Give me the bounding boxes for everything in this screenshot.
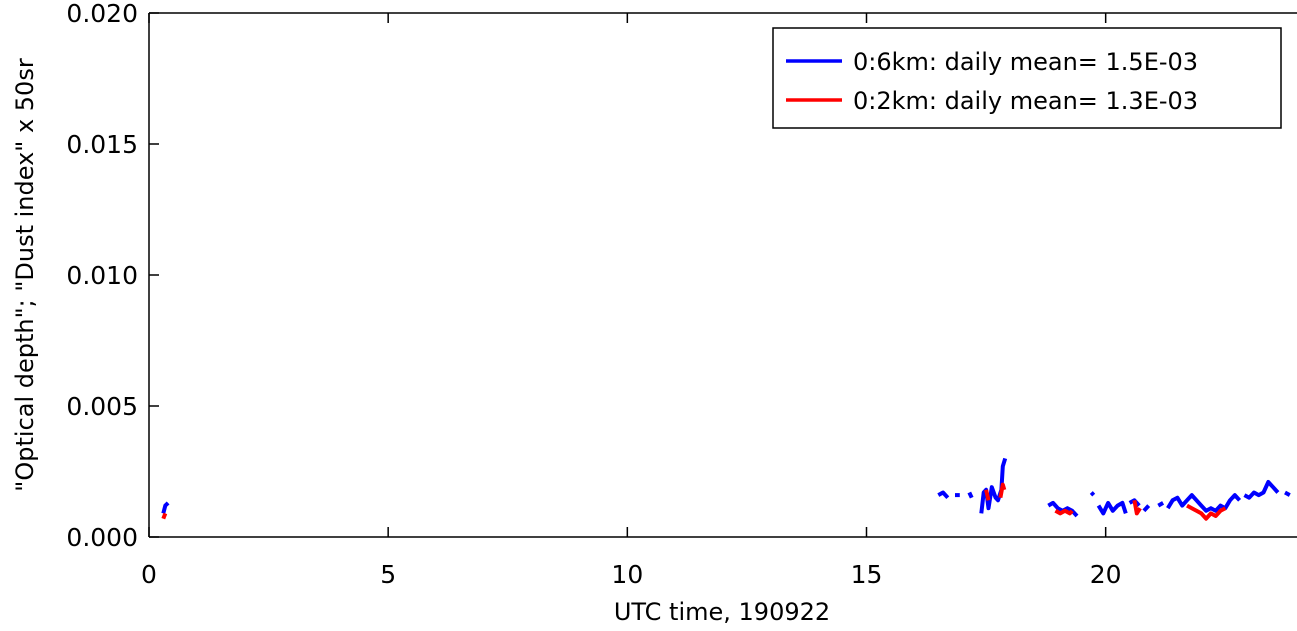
series-line-segment: [967, 491, 974, 499]
y-tick-label: 0.005: [66, 392, 138, 421]
y-tick-label: 0.020: [66, 0, 138, 28]
x-axis-label: UTC time, 190922: [614, 598, 830, 626]
series-line-segment: [1054, 508, 1074, 516]
series-line-segment: [1157, 501, 1165, 508]
series-line-segment: [161, 501, 170, 514]
series-line-segment: [1096, 500, 1128, 516]
x-tick-label: 5: [380, 560, 396, 589]
legend-box: [772, 27, 1282, 129]
x-tick-label: 10: [611, 560, 643, 589]
series-line-segment: [937, 490, 950, 500]
y-ticks: 0.000 0.005 0.010 0.015 0.020: [66, 0, 159, 552]
series-line-segment: [1132, 499, 1142, 516]
plot-series: [161, 457, 1291, 521]
series-0-6km: [161, 457, 1291, 518]
y-tick-label: 0.000: [66, 523, 138, 552]
y-tick-label: 0.010: [66, 261, 138, 290]
y-tick-label: 0.015: [66, 130, 138, 159]
legend-label-0-6km: 0:6km: daily mean= 1.5E-03: [853, 48, 1198, 76]
legend-label-0-2km: 0:2km: daily mean= 1.3E-03: [853, 87, 1198, 115]
series-line-segment: [1186, 503, 1227, 521]
series-line-segment: [984, 489, 991, 501]
x-ticks: 0 5 10 15 20: [141, 13, 1122, 589]
series-0-2km: [161, 482, 1227, 521]
x-tick-label: 0: [141, 560, 157, 589]
series-line-segment: [998, 482, 1007, 499]
legend: 0:6km: daily mean= 1.5E-03 0:2km: daily …: [772, 27, 1282, 129]
x-tick-label: 20: [1090, 560, 1122, 589]
series-line-segment: [1284, 490, 1291, 497]
series-line-segment: [1142, 504, 1151, 513]
series-line-segment: [161, 512, 168, 520]
series-line-segment: [1243, 480, 1280, 500]
y-axis-label: "Optical depth"; "Dust index" x 50sr: [11, 58, 39, 492]
x-tick-label: 15: [851, 560, 883, 589]
series-line-segment: [1166, 493, 1242, 513]
series-line-segment: [1089, 491, 1096, 497]
